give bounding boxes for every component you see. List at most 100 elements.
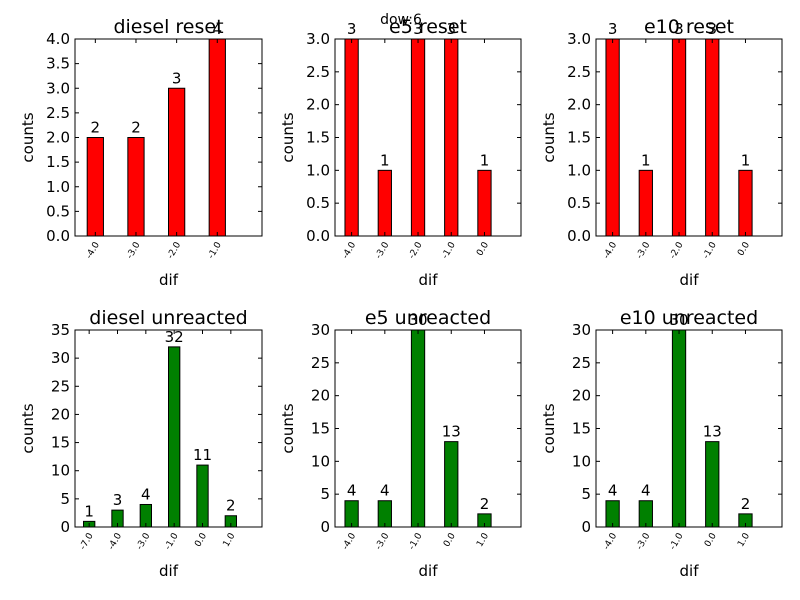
y-tick-label: 1.5 (567, 129, 591, 147)
plot-frame (334, 38, 522, 237)
chart-title: e5 unreacted (365, 307, 491, 329)
y-tick-label: 10 (311, 452, 330, 470)
plot-frame (334, 329, 522, 528)
x-tick-label: -4.0 (341, 531, 359, 551)
y-tick-label: 0 (60, 518, 70, 536)
data-label: 3 (113, 491, 123, 509)
y-tick-label: 0.5 (46, 202, 70, 220)
y-tick-label: 0 (581, 518, 591, 536)
y-tick-label: 0.5 (306, 194, 330, 212)
chart-title: e10 reset (644, 16, 734, 38)
y-tick-label: 3.0 (567, 30, 591, 48)
x-tick-label: -2.0 (407, 240, 425, 260)
x-tick-label: -4.0 (602, 531, 620, 551)
y-tick-label: 35 (51, 321, 70, 339)
y-axis-label: counts (19, 112, 37, 162)
bar (168, 87, 186, 237)
y-tick-label: 2.5 (46, 104, 70, 122)
data-label: 30 (669, 311, 688, 329)
y-tick-label: 2.0 (567, 96, 591, 114)
x-axis-label: dif (159, 271, 179, 289)
bar (705, 38, 720, 237)
y-tick-label: 1.5 (306, 129, 330, 147)
x-tick-label: -3.0 (635, 531, 653, 551)
x-tick-label: -2.0 (166, 240, 184, 260)
y-tick-label: 25 (311, 354, 330, 372)
bar (444, 38, 459, 237)
y-tick-label: 0.0 (46, 227, 70, 245)
x-axis-label: dif (680, 562, 700, 580)
x-tick-label: 1.0 (736, 531, 752, 549)
x-tick-label: -3.0 (125, 240, 143, 260)
y-tick-label: 15 (51, 434, 70, 452)
y-axis-label: counts (540, 112, 558, 162)
plot-frame (595, 38, 783, 237)
x-tick-label: -1.0 (701, 240, 719, 260)
plot-frame (74, 329, 263, 528)
x-tick-label: 1.0 (475, 531, 491, 549)
data-label: 1 (84, 502, 94, 520)
y-tick-label: 30 (572, 321, 591, 339)
data-label: 3 (608, 20, 618, 38)
x-tick-label: 0.0 (703, 531, 719, 549)
x-tick-label: 0.0 (193, 531, 209, 549)
subplot-5: 4-4.04-3.030-1.0130.021.0051015202530e5 … (279, 307, 522, 580)
data-label: 32 (165, 328, 184, 346)
y-axis-label: counts (19, 403, 37, 453)
y-tick-label: 0.0 (306, 227, 330, 245)
data-label: 2 (741, 495, 751, 513)
y-axis-label: counts (540, 403, 558, 453)
y-tick-label: 1.0 (306, 161, 330, 179)
x-tick-label: -1.0 (668, 531, 686, 551)
data-label: 13 (442, 423, 461, 441)
y-tick-label: 2.0 (306, 96, 330, 114)
subplot-4: 1 -7.0 3 -4.0 4 -3.0 32 -1.0 11 0.0 2 1.0 0 5 10 15 20 25… (19, 307, 263, 580)
x-tick-label: -4.0 (84, 240, 102, 260)
bar (168, 346, 181, 528)
x-tick-label: -3.0 (374, 240, 392, 260)
y-tick-label: 1.0 (46, 178, 70, 196)
figure-suptitle: dow:6 (380, 12, 422, 28)
subplot-3: 3 -4.0 1 -3.0 3 -2.0 3 -1.0 1 0.0 0.0 0.5 1.0 1.5 2.0 2… (540, 16, 783, 289)
plot-frame (595, 329, 783, 528)
y-tick-label: 3.0 (306, 30, 330, 48)
data-label: 4 (608, 482, 618, 500)
data-label: 3 (172, 69, 182, 87)
x-tick-label: 0.0 (442, 531, 458, 549)
data-label: 3 (674, 20, 684, 38)
y-axis-label: counts (279, 403, 297, 453)
x-tick-label: -3.0 (374, 531, 392, 551)
bar (127, 137, 145, 237)
x-axis-label: dif (159, 562, 179, 580)
x-tick-label: -3.0 (135, 531, 153, 551)
chart-title: e5 reset (389, 16, 467, 38)
x-axis-label: dif (419, 271, 439, 289)
data-label: 2 (91, 119, 101, 137)
x-tick-label: -1.0 (206, 240, 224, 260)
y-tick-label: 0.5 (567, 194, 591, 212)
x-tick-label: -4.0 (107, 531, 125, 551)
y-tick-label: 20 (51, 405, 70, 423)
bar (86, 137, 104, 237)
data-label: 13 (703, 423, 722, 441)
y-tick-label: 15 (311, 420, 330, 438)
data-label: 1 (741, 151, 751, 169)
y-tick-label: 4.0 (46, 30, 70, 48)
data-label: 2 (480, 495, 490, 513)
data-label: 2 (131, 119, 141, 137)
x-tick-label: -1.0 (440, 240, 458, 260)
y-tick-label: 5 (60, 490, 70, 508)
bar (208, 38, 226, 237)
y-tick-label: 20 (572, 387, 591, 405)
y-tick-label: 2.0 (46, 129, 70, 147)
data-label: 4 (641, 482, 651, 500)
data-label: 3 (413, 20, 423, 38)
y-tick-label: 10 (51, 462, 70, 480)
y-tick-label: 15 (572, 420, 591, 438)
data-label: 4 (213, 20, 223, 38)
y-tick-label: 3.5 (46, 55, 70, 73)
x-tick-label: -2.0 (668, 240, 686, 260)
bar (605, 38, 620, 237)
y-tick-label: 2.5 (306, 63, 330, 81)
bar (477, 169, 492, 237)
